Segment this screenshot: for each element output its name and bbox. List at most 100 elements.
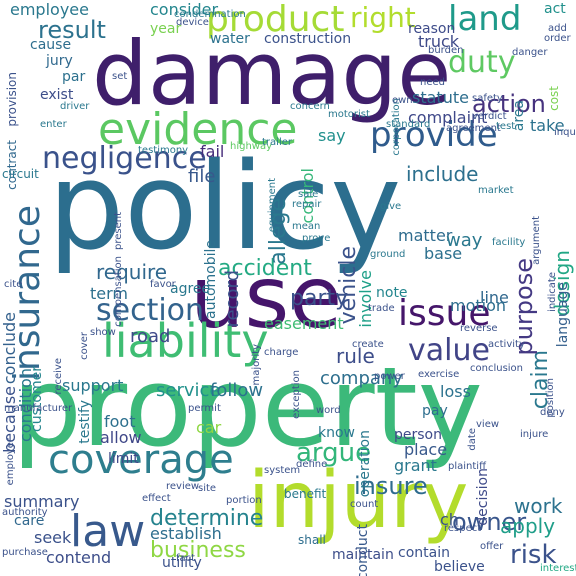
word-ground: ground: [370, 249, 406, 260]
word-permit: permit: [188, 403, 221, 414]
word-record: record: [222, 270, 243, 328]
word-provide: provide: [370, 115, 498, 155]
word-support: support: [62, 376, 124, 395]
word-follow: follow: [210, 380, 264, 401]
word-injury: injury: [248, 456, 469, 546]
word-ch: ch: [440, 510, 459, 529]
word-employer: employer: [5, 438, 16, 486]
word-loss: loss: [440, 382, 471, 401]
word-pay: pay: [422, 403, 448, 419]
word-compensation: compensation: [113, 256, 124, 327]
word-exercise: exercise: [418, 369, 460, 380]
word-enter: enter: [40, 119, 67, 130]
word-device: device: [176, 17, 209, 28]
word-person: person: [394, 427, 442, 443]
word-easement: easement: [264, 314, 344, 333]
word-effect: effect: [142, 493, 171, 504]
word-complaint: complaint: [408, 108, 488, 127]
word-grant: grant: [394, 456, 437, 475]
word-favor: favor: [150, 279, 176, 290]
word-language: language: [555, 282, 571, 348]
word-motion: motion: [450, 296, 507, 315]
word-foot: foot: [104, 412, 136, 431]
word-place: place: [404, 440, 448, 459]
word-term: term: [90, 284, 128, 303]
word-highway: highway: [230, 141, 273, 152]
word-road: road: [130, 326, 171, 347]
word-condemnation: condemnation: [174, 9, 246, 20]
word-require: require: [96, 260, 168, 284]
word-order: order: [544, 33, 571, 44]
word-exception: exception: [291, 370, 302, 419]
word-facility: facility: [492, 237, 526, 248]
word-limit: limit: [108, 451, 139, 467]
word-motorist: motorist: [328, 109, 370, 120]
word-verdict: verdict: [472, 111, 507, 122]
word-testify: testify: [77, 400, 93, 444]
word-liability: liability: [102, 314, 269, 368]
word-inquiry: inquiry: [554, 127, 576, 138]
word-market: market: [478, 185, 514, 196]
word-burden: burden: [428, 45, 464, 56]
word-truck: truck: [418, 32, 460, 51]
word-know: know: [318, 425, 355, 441]
word-say: say: [318, 126, 346, 145]
word-authority: authority: [2, 507, 48, 518]
word-right: right: [350, 1, 416, 34]
word-accident: accident: [218, 256, 312, 281]
word-cover: cover: [79, 332, 90, 360]
word-deny: deny: [540, 407, 565, 418]
word-owner: owner: [452, 508, 527, 536]
word-involve: involve: [356, 270, 375, 328]
word-automobile: automobile: [203, 240, 219, 319]
word-equipment: equipment: [267, 178, 278, 233]
word-include: include: [406, 162, 479, 186]
word-contain: contain: [398, 545, 450, 561]
word-purchase: purchase: [2, 547, 48, 558]
word-respect: respect: [444, 523, 482, 534]
word-act: act: [544, 1, 566, 17]
word-position: position: [545, 378, 556, 418]
word-believe: believe: [434, 559, 485, 575]
word-trade: trade: [368, 303, 395, 314]
word-fail: fail: [200, 142, 225, 161]
word-concern: concern: [290, 101, 330, 112]
word-argue: argue: [296, 438, 372, 468]
word-damage: damage: [92, 22, 452, 125]
word-charge: charge: [264, 347, 299, 358]
word-argument: argument: [531, 216, 542, 265]
word-customer: customer: [29, 366, 45, 432]
word-coverage: coverage: [48, 437, 234, 483]
word-year: year: [150, 21, 182, 37]
word-law: law: [70, 506, 146, 557]
word-need: need: [420, 77, 445, 88]
word-par: par: [62, 69, 86, 85]
word-view: view: [476, 419, 500, 430]
word-shall: shall: [298, 533, 326, 547]
word-injure: injure: [520, 429, 549, 440]
word-line: line: [480, 288, 509, 307]
word-base: base: [424, 244, 463, 263]
word-reverse: reverse: [460, 323, 498, 334]
word-provision: provision: [5, 72, 19, 127]
word-value: value: [408, 333, 490, 368]
word-use: use: [190, 248, 343, 348]
word-date: date: [467, 428, 478, 451]
word-benefit: benefit: [284, 487, 327, 501]
word-work: work: [514, 494, 563, 518]
word-contract: contract: [5, 140, 19, 190]
word-interest: interest: [540, 563, 576, 574]
word-corporation: corporation: [391, 98, 402, 156]
word-section: section: [96, 293, 205, 328]
word-summary: summary: [4, 492, 80, 511]
word-note: note: [376, 285, 408, 301]
word-way: way: [446, 230, 483, 251]
word-sale: sale: [298, 189, 319, 200]
word-system: system: [264, 465, 301, 476]
word-power: power: [374, 371, 405, 382]
word-mean: mean: [292, 221, 321, 232]
word-circuit: circuit: [2, 167, 39, 181]
word-cause: cause: [30, 37, 72, 53]
word-activity: activity: [488, 339, 525, 350]
